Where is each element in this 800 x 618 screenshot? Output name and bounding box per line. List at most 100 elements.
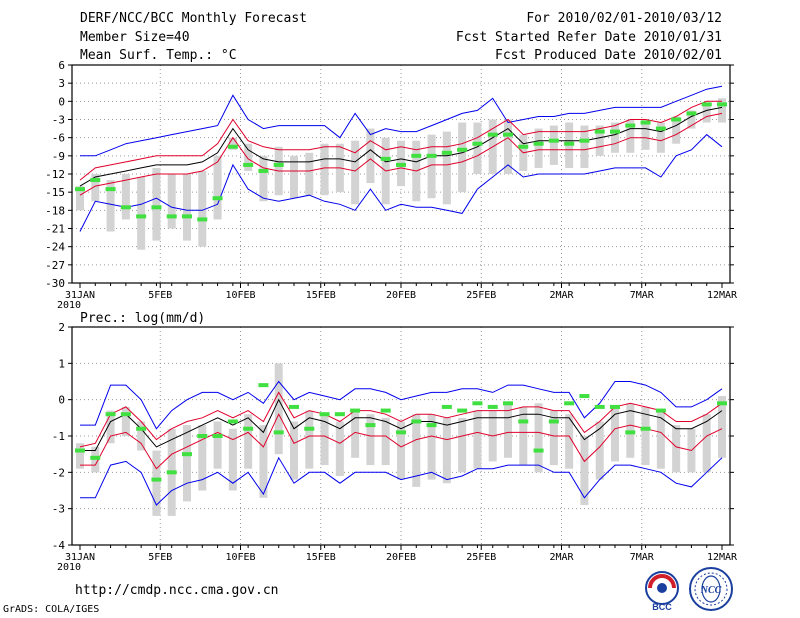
x-tick-label: 5FEB: [148, 552, 172, 563]
ensemble-bar: [152, 450, 161, 516]
ensemble-bar: [198, 170, 207, 247]
observation-mark: [548, 138, 559, 143]
envelope-upper-line: [80, 85, 723, 157]
source-url[interactable]: http://cmdp.ncc.cma.gov.cn: [75, 583, 279, 598]
y-tick-label: -12: [45, 168, 65, 181]
observation-mark: [75, 187, 85, 192]
started-date-label: Fcst Started Refer Date 2010/01/31: [455, 30, 722, 45]
observation-mark: [227, 419, 238, 424]
bcc-logo-text: BCC: [652, 602, 672, 612]
ensemble-bar: [534, 403, 543, 473]
y-tick-label: -15: [45, 186, 65, 199]
observation-mark: [380, 408, 391, 413]
observation-mark: [182, 214, 192, 219]
x-tick-label: 12MAR: [707, 290, 738, 301]
y-tick-label: 3: [58, 77, 65, 90]
ensemble-bar: [595, 421, 604, 480]
ensemble-bar: [427, 134, 436, 199]
ensemble-bar: [183, 174, 191, 241]
ensemble-bar: [442, 417, 451, 484]
observation-mark: [243, 426, 254, 431]
observation-mark: [457, 147, 468, 152]
x-year-label: 2010: [57, 562, 81, 573]
observation-mark: [533, 448, 544, 453]
observation-mark: [197, 217, 208, 222]
observation-mark: [105, 187, 116, 192]
y-tick-label: -6: [52, 132, 65, 145]
member-size-label: Member Size=40: [80, 30, 190, 45]
observation-mark: [487, 404, 498, 409]
panel-title: Prec.: log(mm/d): [80, 311, 205, 326]
ensemble-bar: [656, 122, 665, 153]
observation-mark: [136, 214, 147, 219]
observation-mark: [518, 419, 529, 424]
observation-mark: [334, 412, 345, 417]
observation-mark: [717, 401, 727, 406]
ensemble-bar: [259, 155, 268, 202]
ensemble-bar: [718, 396, 726, 458]
observation-mark: [120, 205, 131, 210]
observation-mark: [503, 132, 513, 137]
ensemble-bar: [702, 414, 711, 473]
observation-mark: [411, 153, 422, 158]
observation-mark: [472, 141, 483, 146]
ensemble-bar: [626, 119, 635, 153]
ensemble-bar: [427, 414, 436, 480]
observation-mark: [533, 141, 544, 146]
x-tick-label: 7MAR: [630, 290, 655, 301]
ensemble-bar: [458, 417, 467, 473]
ensemble-bar: [305, 152, 314, 196]
envelope-upper-line: [80, 380, 723, 430]
spread-lower-line: [79, 112, 723, 196]
ensemble-bar: [320, 143, 329, 196]
observation-mark: [105, 412, 116, 417]
ensemble-bar: [244, 414, 253, 469]
forecast-period-label: For 2010/02/01-2010/03/12: [526, 11, 722, 26]
observation-mark: [625, 430, 636, 435]
ensemble-bar: [702, 104, 711, 123]
y-tick-label: -1: [52, 430, 65, 443]
y-tick-label: -30: [45, 277, 65, 290]
observation-mark: [136, 426, 147, 431]
observation-mark: [548, 419, 559, 424]
observation-mark: [426, 153, 437, 158]
x-year-label: 2010: [57, 300, 81, 311]
observation-mark: [289, 404, 299, 409]
ensemble-bar: [167, 174, 176, 229]
observation-mark: [319, 412, 330, 417]
grads-credit: GrADS: COLA/IGES: [3, 604, 100, 615]
ensemble-bar: [351, 140, 360, 205]
observation-mark: [273, 162, 284, 167]
ensemble-bar: [366, 128, 375, 184]
observation-mark: [258, 383, 269, 388]
observation-mark: [243, 162, 254, 167]
ensemble-bar: [213, 421, 222, 469]
x-tick-label: 2MAR: [549, 290, 574, 301]
ensemble-bar: [656, 410, 665, 469]
y-tick-label: -9: [52, 150, 65, 163]
observation-mark: [411, 419, 422, 424]
observation-mark: [197, 434, 208, 438]
observation-mark: [686, 111, 697, 116]
y-tick-label: -3: [52, 114, 65, 127]
ensemble-bar: [137, 177, 146, 250]
ensemble-bar: [504, 403, 512, 458]
y-tick-label: 2: [58, 321, 65, 334]
ensemble-bar: [305, 410, 314, 469]
observation-mark: [182, 452, 192, 457]
ensemble-bar: [611, 122, 619, 153]
x-tick-label: 10FEB: [225, 552, 255, 563]
ensemble-bar: [121, 174, 130, 220]
ensemble-bar: [718, 98, 726, 123]
ensemble-bar: [335, 421, 344, 476]
ensemble-bar: [259, 425, 268, 498]
ensemble-bar: [641, 119, 650, 150]
observation-mark: [625, 123, 636, 128]
ensemble-mean-line: [80, 398, 723, 451]
ensemble-bar: [351, 410, 360, 458]
x-tick-label: 15FEB: [306, 290, 336, 301]
observation-mark: [258, 168, 269, 173]
